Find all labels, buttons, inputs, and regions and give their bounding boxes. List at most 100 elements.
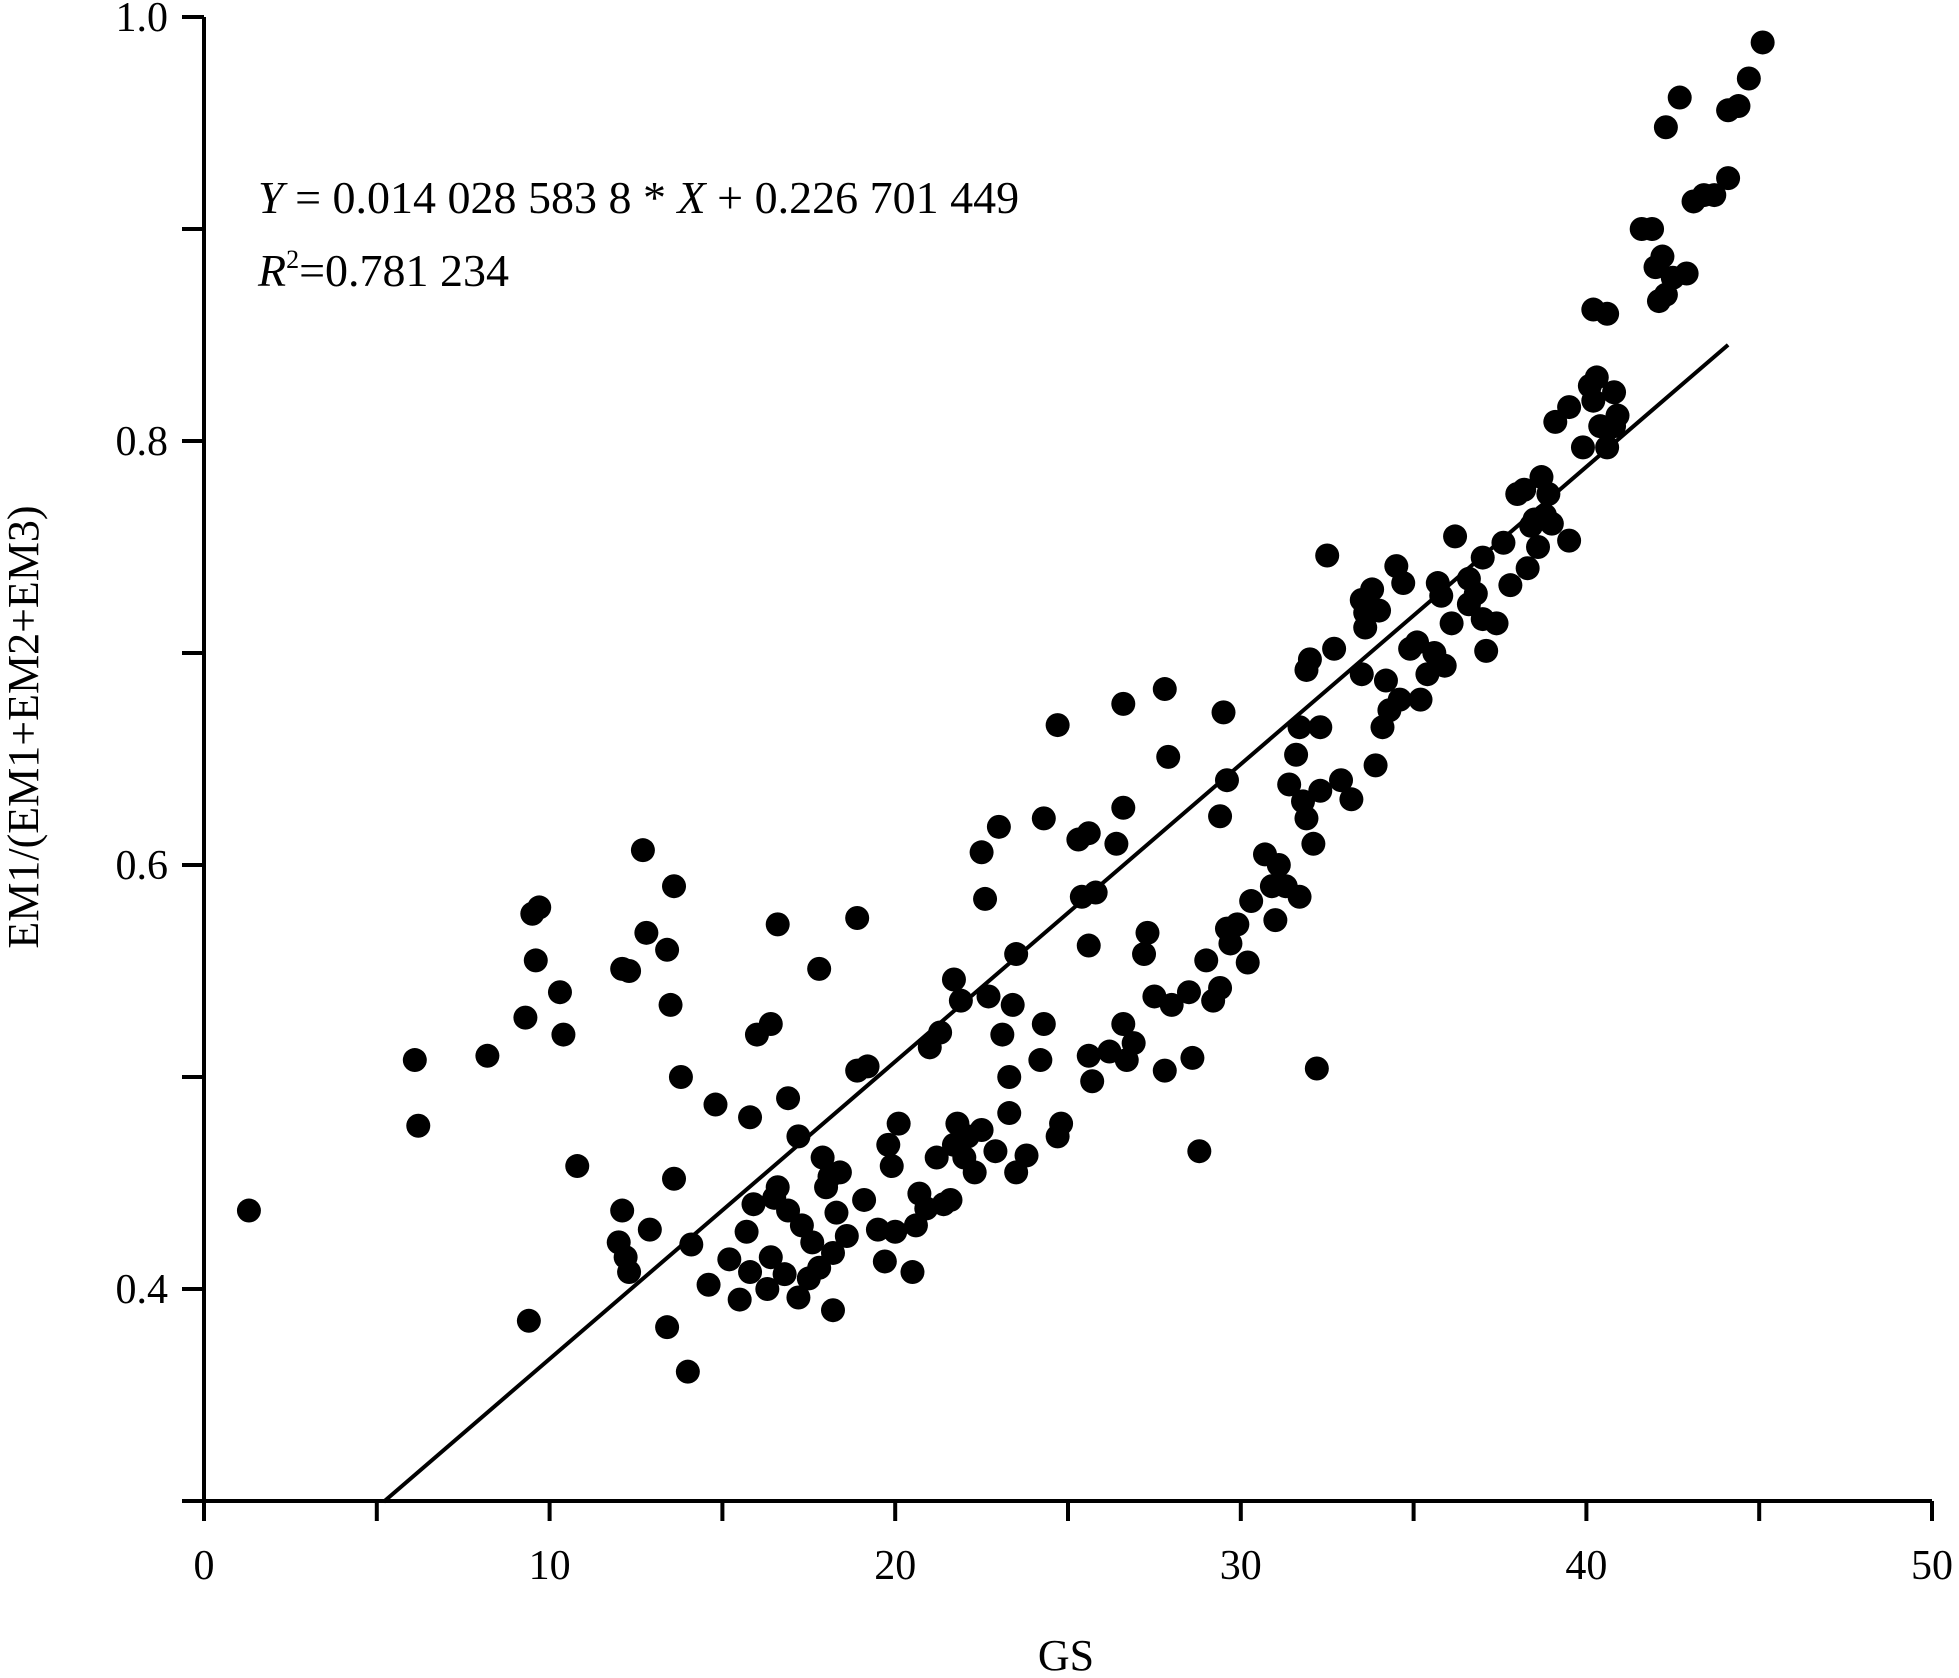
- data-point: [1152, 677, 1177, 702]
- data-point: [1031, 1012, 1056, 1036]
- data-point: [610, 1198, 635, 1223]
- data-point: [1014, 1143, 1039, 1168]
- data-point: [1263, 908, 1288, 933]
- data-point: [1315, 543, 1340, 568]
- r-squared: R2=0.781 234: [257, 245, 509, 296]
- equation-y-var: Y: [258, 172, 288, 223]
- data-point: [1512, 477, 1537, 502]
- data-point: [1474, 638, 1499, 663]
- data-point: [1605, 403, 1630, 428]
- y-axis-ticks: 0.4 0.6 0.8 1.0: [116, 0, 204, 1503]
- data-point: [941, 967, 966, 992]
- data-point: [1308, 715, 1333, 740]
- data-point: [845, 906, 870, 930]
- data-point: [1584, 365, 1609, 390]
- data-point: [1443, 524, 1468, 549]
- data-point: [1387, 687, 1412, 712]
- data-point: [1031, 806, 1056, 831]
- data-point: [852, 1187, 877, 1212]
- data-point: [1111, 795, 1136, 820]
- data-point: [734, 1219, 759, 1244]
- data-point: [662, 1166, 687, 1191]
- data-point: [551, 1022, 576, 1047]
- data-point: [1349, 662, 1374, 687]
- data-point: [236, 1198, 261, 1223]
- data-point: [1076, 821, 1101, 846]
- data-point: [886, 1111, 911, 1136]
- data-point: [1156, 744, 1181, 769]
- data-point: [786, 1285, 811, 1310]
- data-point: [1463, 581, 1488, 606]
- data-point: [1373, 668, 1398, 693]
- data-point: [1360, 577, 1385, 602]
- data-point: [986, 814, 1011, 839]
- data-point: [1557, 528, 1582, 553]
- data-point: [1208, 975, 1233, 1000]
- r-squared-var: R: [257, 245, 286, 296]
- data-point: [1570, 435, 1595, 460]
- x-tick-label: 40: [1565, 1543, 1607, 1589]
- data-point: [1294, 806, 1319, 831]
- data-point: [1225, 912, 1250, 937]
- y-tick-label: 0.6: [116, 843, 169, 889]
- data-point: [969, 1118, 994, 1142]
- data-point: [1211, 700, 1236, 725]
- data-point: [1702, 183, 1727, 208]
- data-point: [758, 1245, 783, 1270]
- data-point: [1239, 889, 1264, 914]
- data-point: [1439, 611, 1464, 636]
- regression-line: [382, 343, 1730, 1504]
- data-point: [658, 992, 683, 1017]
- data-point: [1301, 831, 1326, 856]
- data-point: [1491, 530, 1516, 555]
- data-point: [1498, 573, 1523, 598]
- data-point: [834, 1224, 859, 1248]
- data-point: [1526, 535, 1551, 559]
- data-point: [1266, 853, 1291, 877]
- data-point: [772, 1262, 797, 1287]
- data-point: [1159, 992, 1184, 1017]
- data-point: [1595, 301, 1620, 326]
- data-point: [1287, 884, 1312, 909]
- x-axis-ticks: 0 10 20 30 40 50: [194, 1501, 1953, 1589]
- data-point: [855, 1054, 880, 1079]
- x-tick-label: 20: [874, 1543, 916, 1589]
- data-point: [402, 1048, 427, 1073]
- data-point: [513, 1005, 538, 1030]
- data-point: [617, 959, 642, 983]
- data-point: [900, 1260, 925, 1285]
- data-point: [634, 920, 659, 945]
- y-tick-label: 0.8: [116, 419, 169, 465]
- data-point: [1581, 388, 1606, 413]
- data-point: [1484, 611, 1509, 636]
- data-point: [696, 1272, 721, 1297]
- data-points: [236, 30, 1775, 1384]
- data-point: [969, 840, 994, 865]
- data-point: [1339, 787, 1364, 812]
- data-point: [997, 1065, 1022, 1089]
- data-point: [1297, 647, 1322, 672]
- data-point: [1391, 571, 1416, 596]
- data-point: [1235, 950, 1260, 975]
- data-point: [1353, 615, 1378, 640]
- data-point: [1367, 598, 1392, 623]
- data-point: [1640, 217, 1665, 241]
- x-axis-title: GS: [1038, 1631, 1094, 1678]
- data-point: [1653, 115, 1678, 140]
- x-tick-label: 30: [1220, 1543, 1262, 1589]
- data-point: [1363, 753, 1388, 778]
- data-point: [1176, 980, 1201, 1005]
- data-point: [717, 1247, 742, 1272]
- data-point: [475, 1043, 500, 1068]
- data-point: [1180, 1045, 1205, 1070]
- data-point: [765, 912, 790, 937]
- data-point: [976, 984, 1001, 1009]
- data-point: [786, 1124, 811, 1149]
- data-point: [1132, 942, 1157, 967]
- data-point: [617, 1260, 642, 1285]
- x-tick-label: 50: [1911, 1543, 1953, 1589]
- data-point: [1515, 556, 1540, 581]
- x-tick-label: 0: [194, 1543, 215, 1589]
- data-point: [1750, 30, 1775, 55]
- data-point: [1308, 778, 1333, 803]
